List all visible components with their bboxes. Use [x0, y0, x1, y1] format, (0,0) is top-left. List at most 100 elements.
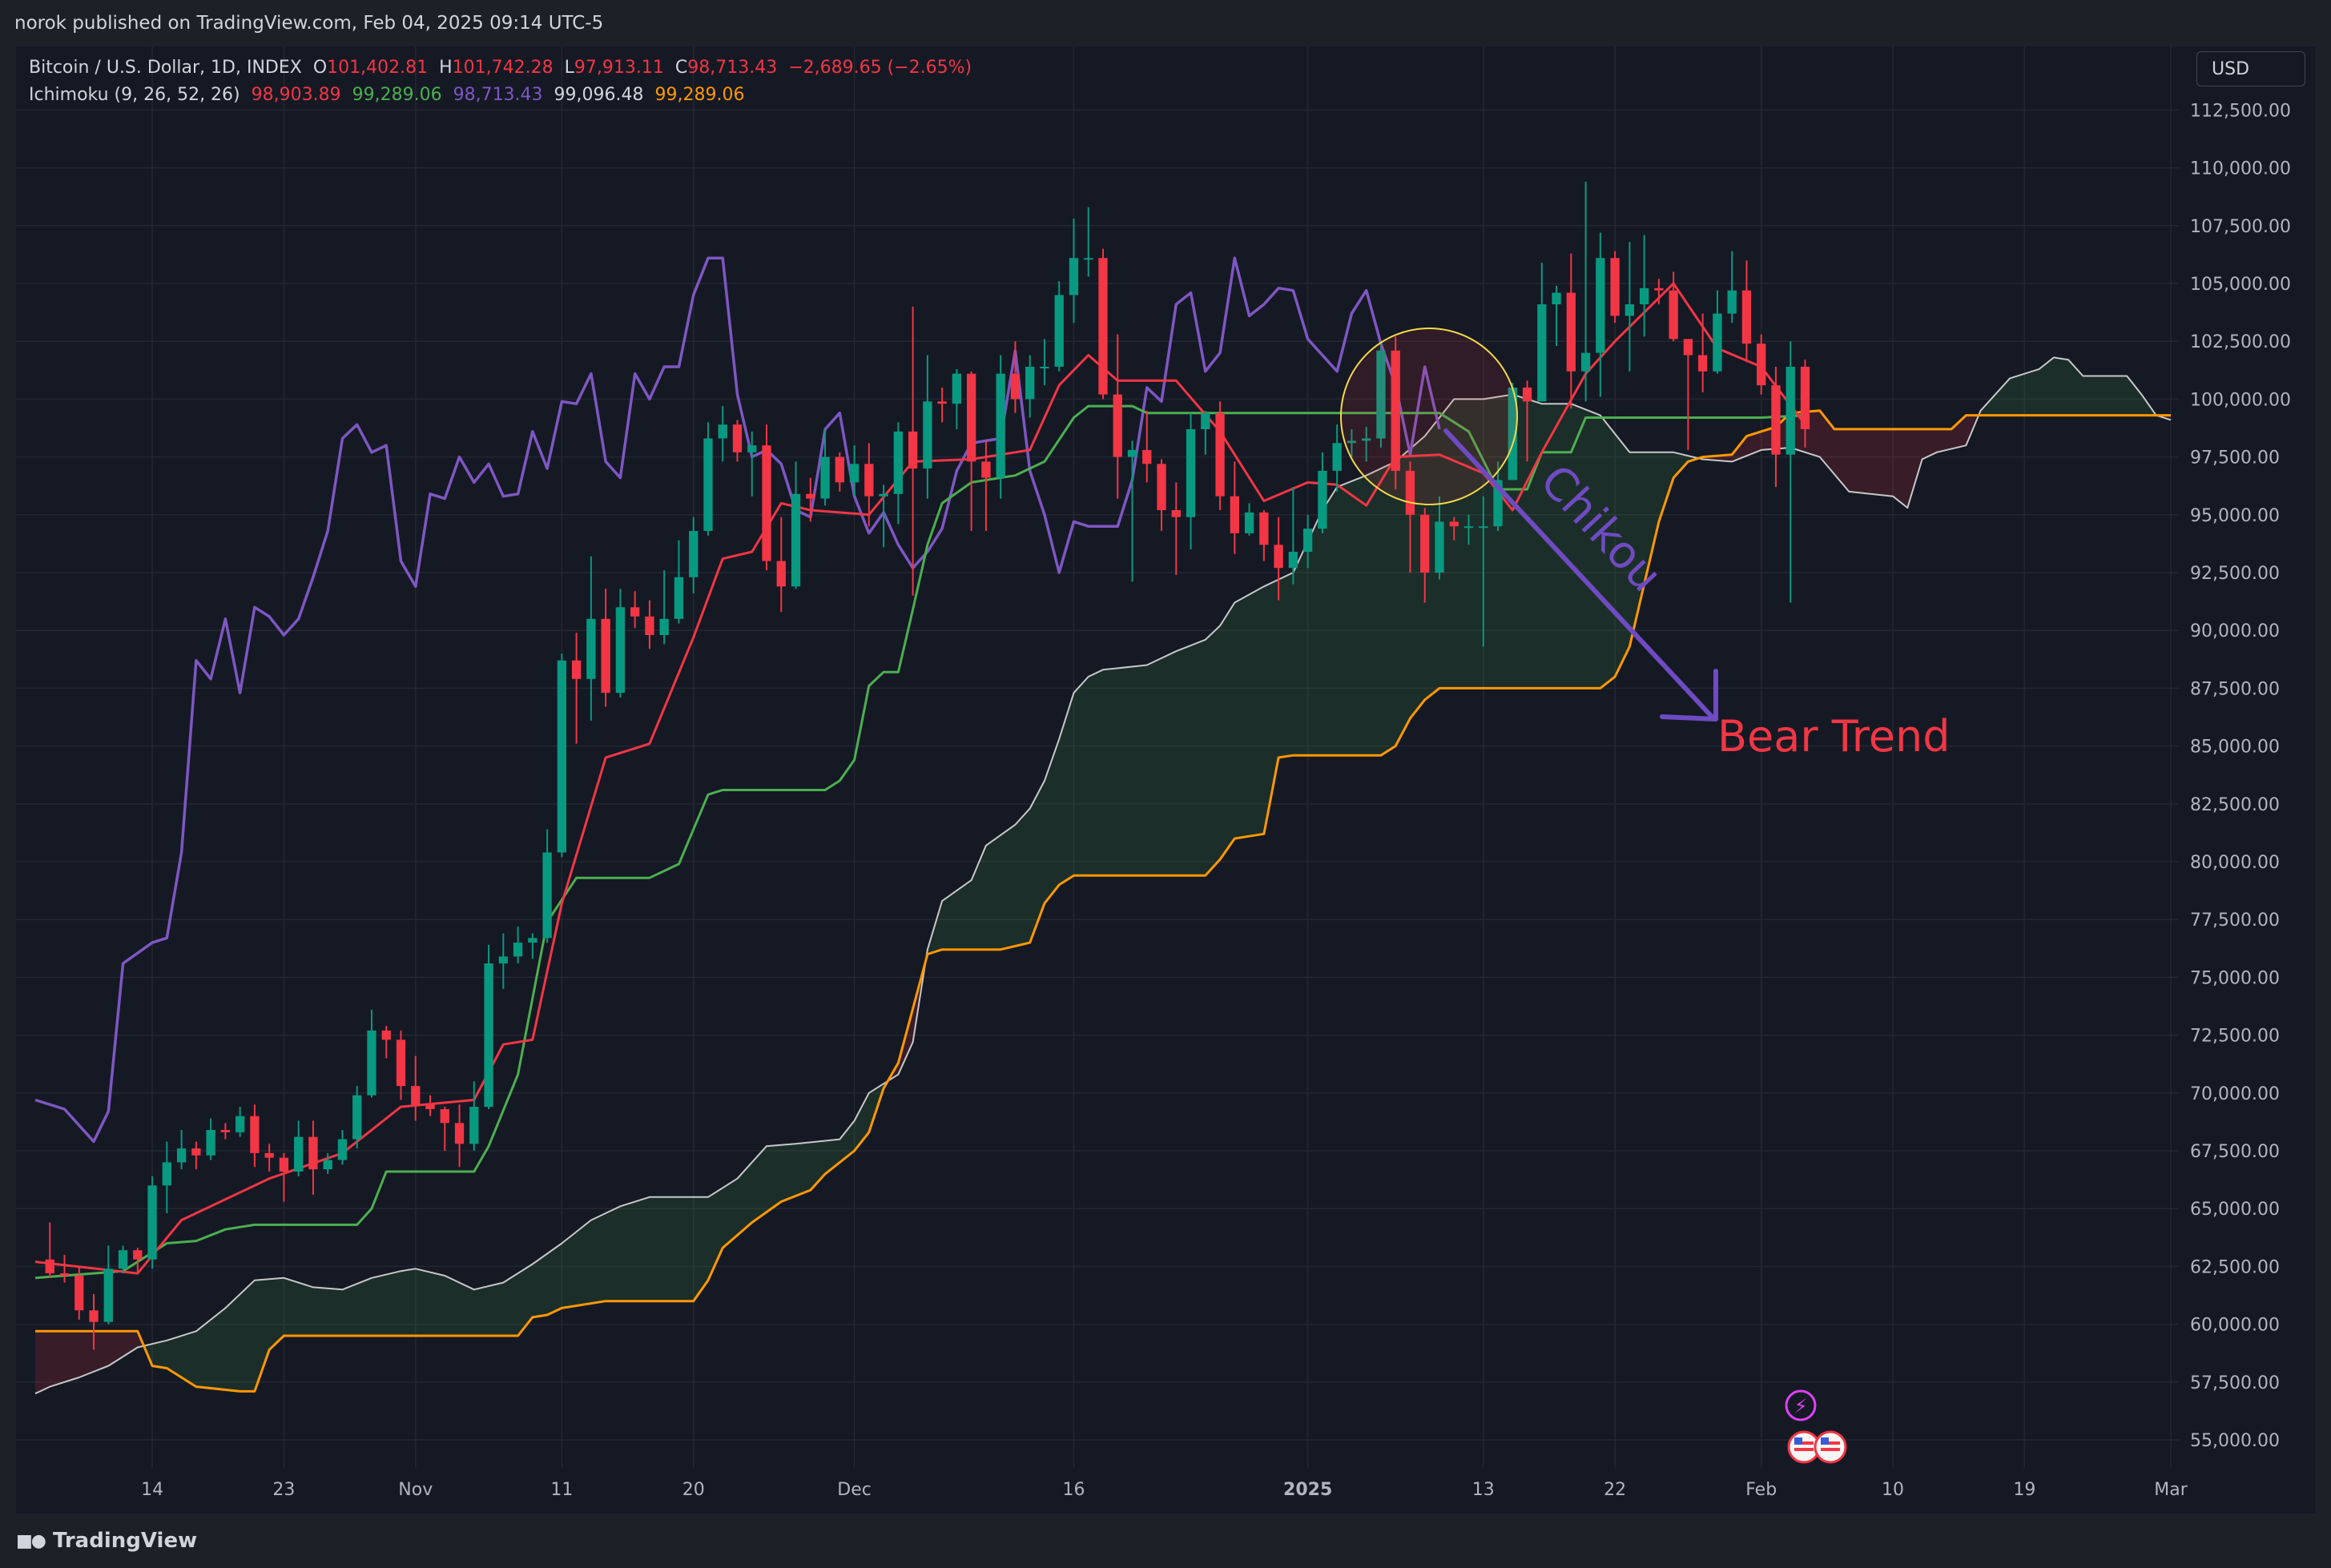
candle — [893, 422, 904, 525]
legend-symbol[interactable]: Bitcoin / U.S. Dollar, 1D, INDEX — [29, 58, 302, 78]
candle — [747, 431, 757, 497]
candle-body — [776, 561, 786, 587]
candle-body — [1669, 290, 1678, 340]
lagging-span-line — [34, 256, 1441, 1144]
candle — [1449, 517, 1459, 541]
candle — [294, 1120, 304, 1176]
legend-open: 101,402.81 — [327, 58, 429, 78]
candle — [337, 1130, 348, 1165]
candle — [1435, 496, 1444, 580]
candle-body — [1508, 387, 1517, 480]
candle-body — [1288, 552, 1298, 569]
candle-body — [1230, 496, 1240, 533]
currency-button[interactable]: USD — [2196, 51, 2305, 86]
candle — [118, 1245, 128, 1274]
candle-body — [996, 373, 1005, 478]
base-line — [34, 404, 1806, 1280]
us-flag-stripe — [1794, 1448, 1814, 1451]
candle — [966, 371, 976, 532]
time-tick-label: Feb — [1745, 1480, 1777, 1500]
legend-close-label: C — [674, 58, 688, 78]
candle — [323, 1152, 332, 1174]
candle — [1771, 366, 1781, 488]
candle-body — [308, 1136, 318, 1170]
price-tick-label: 80,000.00 — [2190, 853, 2280, 873]
time-axis-panel — [16, 1468, 2315, 1514]
candle-body — [1127, 449, 1137, 457]
candle-body — [89, 1310, 99, 1322]
candle — [703, 422, 713, 536]
price-tick-label: 57,500.00 — [2190, 1373, 2280, 1393]
candle — [1479, 496, 1488, 647]
time-tick-label: Mar — [2154, 1480, 2188, 1500]
time-tick-label: 16 — [1062, 1480, 1085, 1500]
candle — [1069, 219, 1079, 324]
candle — [776, 517, 786, 613]
candle-body — [1610, 258, 1620, 316]
ichimoku-cloud — [35, 357, 2171, 1394]
candle — [1302, 514, 1313, 569]
candle-body — [659, 618, 669, 635]
cloud-bullish-fill — [1980, 357, 2156, 416]
candle-body — [528, 938, 537, 943]
candle — [206, 1118, 215, 1160]
candle — [718, 406, 727, 462]
candle — [1596, 232, 1605, 397]
candle-body — [337, 1139, 348, 1160]
candle — [484, 944, 493, 1110]
candle-body — [1771, 385, 1781, 455]
us-flag-stripe — [1821, 1441, 1840, 1445]
candle-body — [1757, 344, 1766, 386]
candle — [250, 1104, 260, 1168]
bear-trend-label: Bear Trend — [1717, 711, 1951, 762]
candle — [1741, 260, 1752, 363]
candle-body — [250, 1116, 260, 1153]
candle-body — [1010, 373, 1021, 400]
price-axis: 55,000.00 57,500.00 60,000.00 62,500.00 65,0… — [2179, 46, 2315, 1514]
candle-body — [952, 373, 962, 404]
candle-body — [1698, 355, 1708, 372]
candle — [1040, 339, 1049, 386]
candle — [952, 368, 962, 429]
price-axis-panel — [2179, 46, 2315, 1514]
time-tick-label: 23 — [272, 1480, 295, 1500]
candle — [806, 477, 815, 522]
candle — [659, 570, 669, 645]
tradingview-logo-icon: ■● — [16, 1530, 46, 1551]
candle — [1098, 248, 1108, 400]
candle — [1186, 412, 1196, 550]
candle-body — [732, 424, 743, 452]
tradingview-logo[interactable]: ■● TradingView — [16, 1528, 197, 1554]
candle — [1639, 235, 1649, 337]
candle-body — [176, 1148, 187, 1163]
candle — [1580, 181, 1591, 402]
candle — [586, 556, 596, 721]
candle — [1288, 487, 1298, 585]
candle-body — [1405, 470, 1415, 515]
candle — [1332, 424, 1342, 492]
candle — [1610, 251, 1620, 324]
candle-body — [571, 660, 582, 679]
candle — [849, 445, 860, 497]
chart-area[interactable]: Chikou Bear Trend ⚡ 55,000.00 57,500.00 60,0… — [16, 46, 2315, 1514]
candle — [1727, 251, 1737, 324]
legend-indicator[interactable]: Ichimoku (9, 26, 52, 26) — [29, 85, 240, 105]
legend-low-label: L — [564, 58, 574, 78]
price-tick-label: 87,500.00 — [2190, 679, 2280, 699]
candle-body — [1157, 464, 1166, 511]
price-tick-label: 55,000.00 — [2190, 1431, 2280, 1451]
candle — [937, 387, 947, 423]
candle-body — [440, 1109, 449, 1124]
candle — [1157, 459, 1166, 532]
candle — [689, 517, 698, 593]
candle-body — [615, 607, 626, 694]
publish-info: norok published on TradingView.com, Feb … — [0, 0, 2331, 46]
candle-body — [908, 431, 918, 469]
candle — [1713, 290, 1722, 374]
candle-body — [59, 1273, 70, 1276]
candle — [89, 1294, 99, 1350]
candle — [1493, 461, 1503, 532]
candle-body — [1098, 258, 1108, 395]
price-tick-label: 75,000.00 — [2190, 968, 2280, 988]
